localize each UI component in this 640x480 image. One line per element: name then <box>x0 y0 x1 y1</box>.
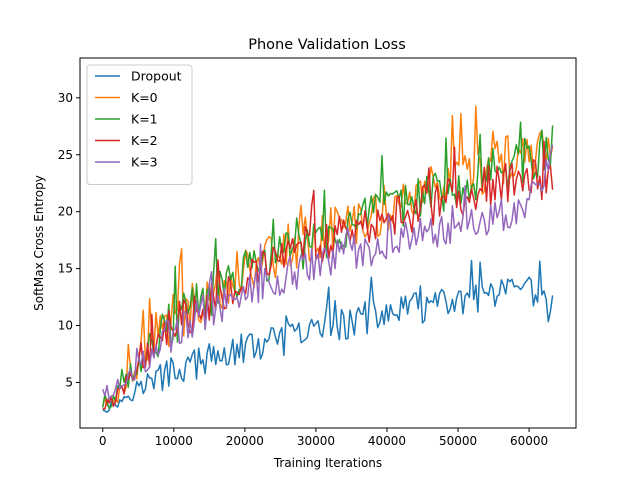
x-tick-label: 20000 <box>226 434 264 448</box>
legend-label: K=1 <box>131 112 158 127</box>
legend-label: Dropout <box>131 69 182 84</box>
y-tick-label: 5 <box>65 375 73 389</box>
y-tick-label: 10 <box>58 319 73 333</box>
legend: Dropout K=0 K=1 K=2 K=3 <box>86 64 193 185</box>
plot-frame <box>79 57 577 429</box>
y-tick-label: 20 <box>58 205 73 219</box>
legend-label: K=2 <box>131 133 158 148</box>
x-tick-label: 0 <box>99 434 107 448</box>
y-axis: 5 10 15 20 25 30 <box>58 91 80 389</box>
x-tick-label: 30000 <box>297 434 335 448</box>
x-tick-label: 10000 <box>155 434 193 448</box>
series-line-k-3 <box>101 144 554 401</box>
legend-label: K=0 <box>131 90 158 105</box>
y-tick-label: 30 <box>58 91 73 105</box>
series-layer <box>101 105 554 413</box>
y-axis-label: SoftMax Cross Entropy <box>32 175 46 311</box>
x-tick-label: 60000 <box>510 434 548 448</box>
x-axis-label: Training Iterations <box>273 456 382 470</box>
y-tick-label: 15 <box>58 262 73 276</box>
x-tick-label: 40000 <box>368 434 406 448</box>
x-tick-label: 50000 <box>439 434 477 448</box>
legend-label: K=3 <box>131 155 158 170</box>
y-tick-label: 25 <box>58 148 73 162</box>
legend-box <box>86 64 193 185</box>
chart-title: Phone Validation Loss <box>248 37 406 53</box>
series-line-dropout <box>102 259 554 413</box>
x-axis: 0 10000 20000 30000 40000 50000 60000 <box>99 428 548 448</box>
